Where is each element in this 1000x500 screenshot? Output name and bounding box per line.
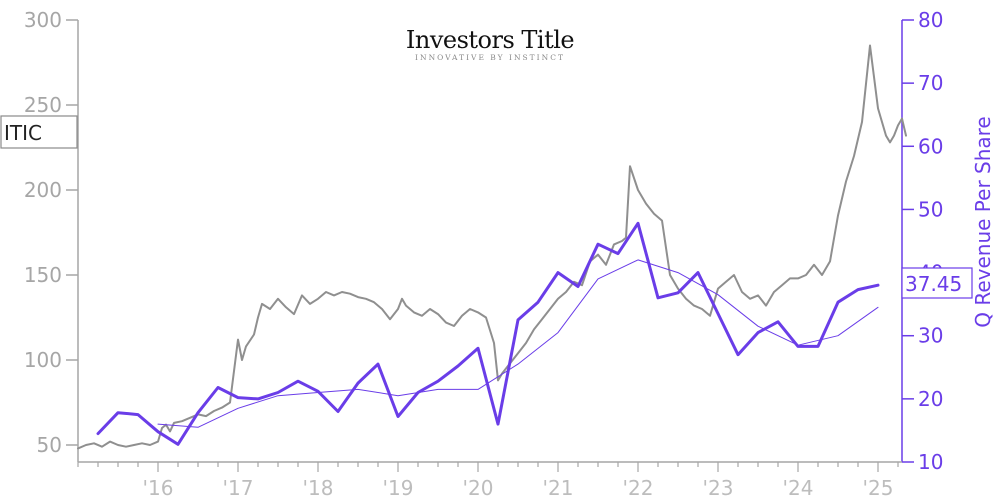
left-tick-label: 100 (24, 348, 62, 372)
x-tick-label: '19 (383, 476, 414, 500)
right-tick-label: 70 (918, 71, 943, 95)
last-value-box: 37.45 (901, 267, 973, 299)
ticker-box: ITIC (0, 115, 78, 149)
x-tick-label: '16 (143, 476, 174, 500)
right-axis-label: Q Revenue Per Share (971, 116, 995, 328)
left-tick-label: 250 (24, 93, 62, 117)
right-tick-label: 50 (918, 197, 943, 221)
last-value-label: 37.45 (905, 272, 962, 296)
ticker-box-frame (0, 115, 78, 149)
logo-tagline: INNOVATIVE BY INSTINCT (415, 53, 565, 62)
company-logo: Investors Title INNOVATIVE BY INSTINCT (406, 26, 575, 62)
x-tick-label: '22 (623, 476, 654, 500)
logo-name: Investors Title (406, 26, 575, 54)
last-value-frame (901, 267, 973, 299)
right-tick-label: 10 (918, 450, 943, 474)
right-tick-label: 30 (918, 324, 943, 348)
right-tick-label: 20 (918, 387, 943, 411)
x-tick-label: '25 (863, 476, 894, 500)
left-tick-label: 50 (37, 433, 62, 457)
left-tick-label: 200 (24, 178, 62, 202)
axes: 501001502002503001020304050607080'16'17'… (24, 8, 944, 500)
revenue-average-line (157, 259, 879, 428)
x-tick-label: '24 (783, 476, 814, 500)
right-tick-label: 60 (918, 134, 943, 158)
left-tick-label: 150 (24, 263, 62, 287)
x-tick-label: '20 (463, 476, 494, 500)
x-tick-label: '23 (703, 476, 734, 500)
left-tick-label: 300 (24, 8, 62, 32)
price-line (77, 44, 907, 450)
x-tick-label: '17 (223, 476, 254, 500)
ticker-label: ITIC (4, 121, 42, 145)
x-tick-label: '21 (543, 476, 574, 500)
right-tick-label: 80 (918, 8, 943, 32)
series-layer (77, 44, 907, 450)
revenue-line (96, 221, 880, 446)
x-tick-label: '18 (303, 476, 334, 500)
